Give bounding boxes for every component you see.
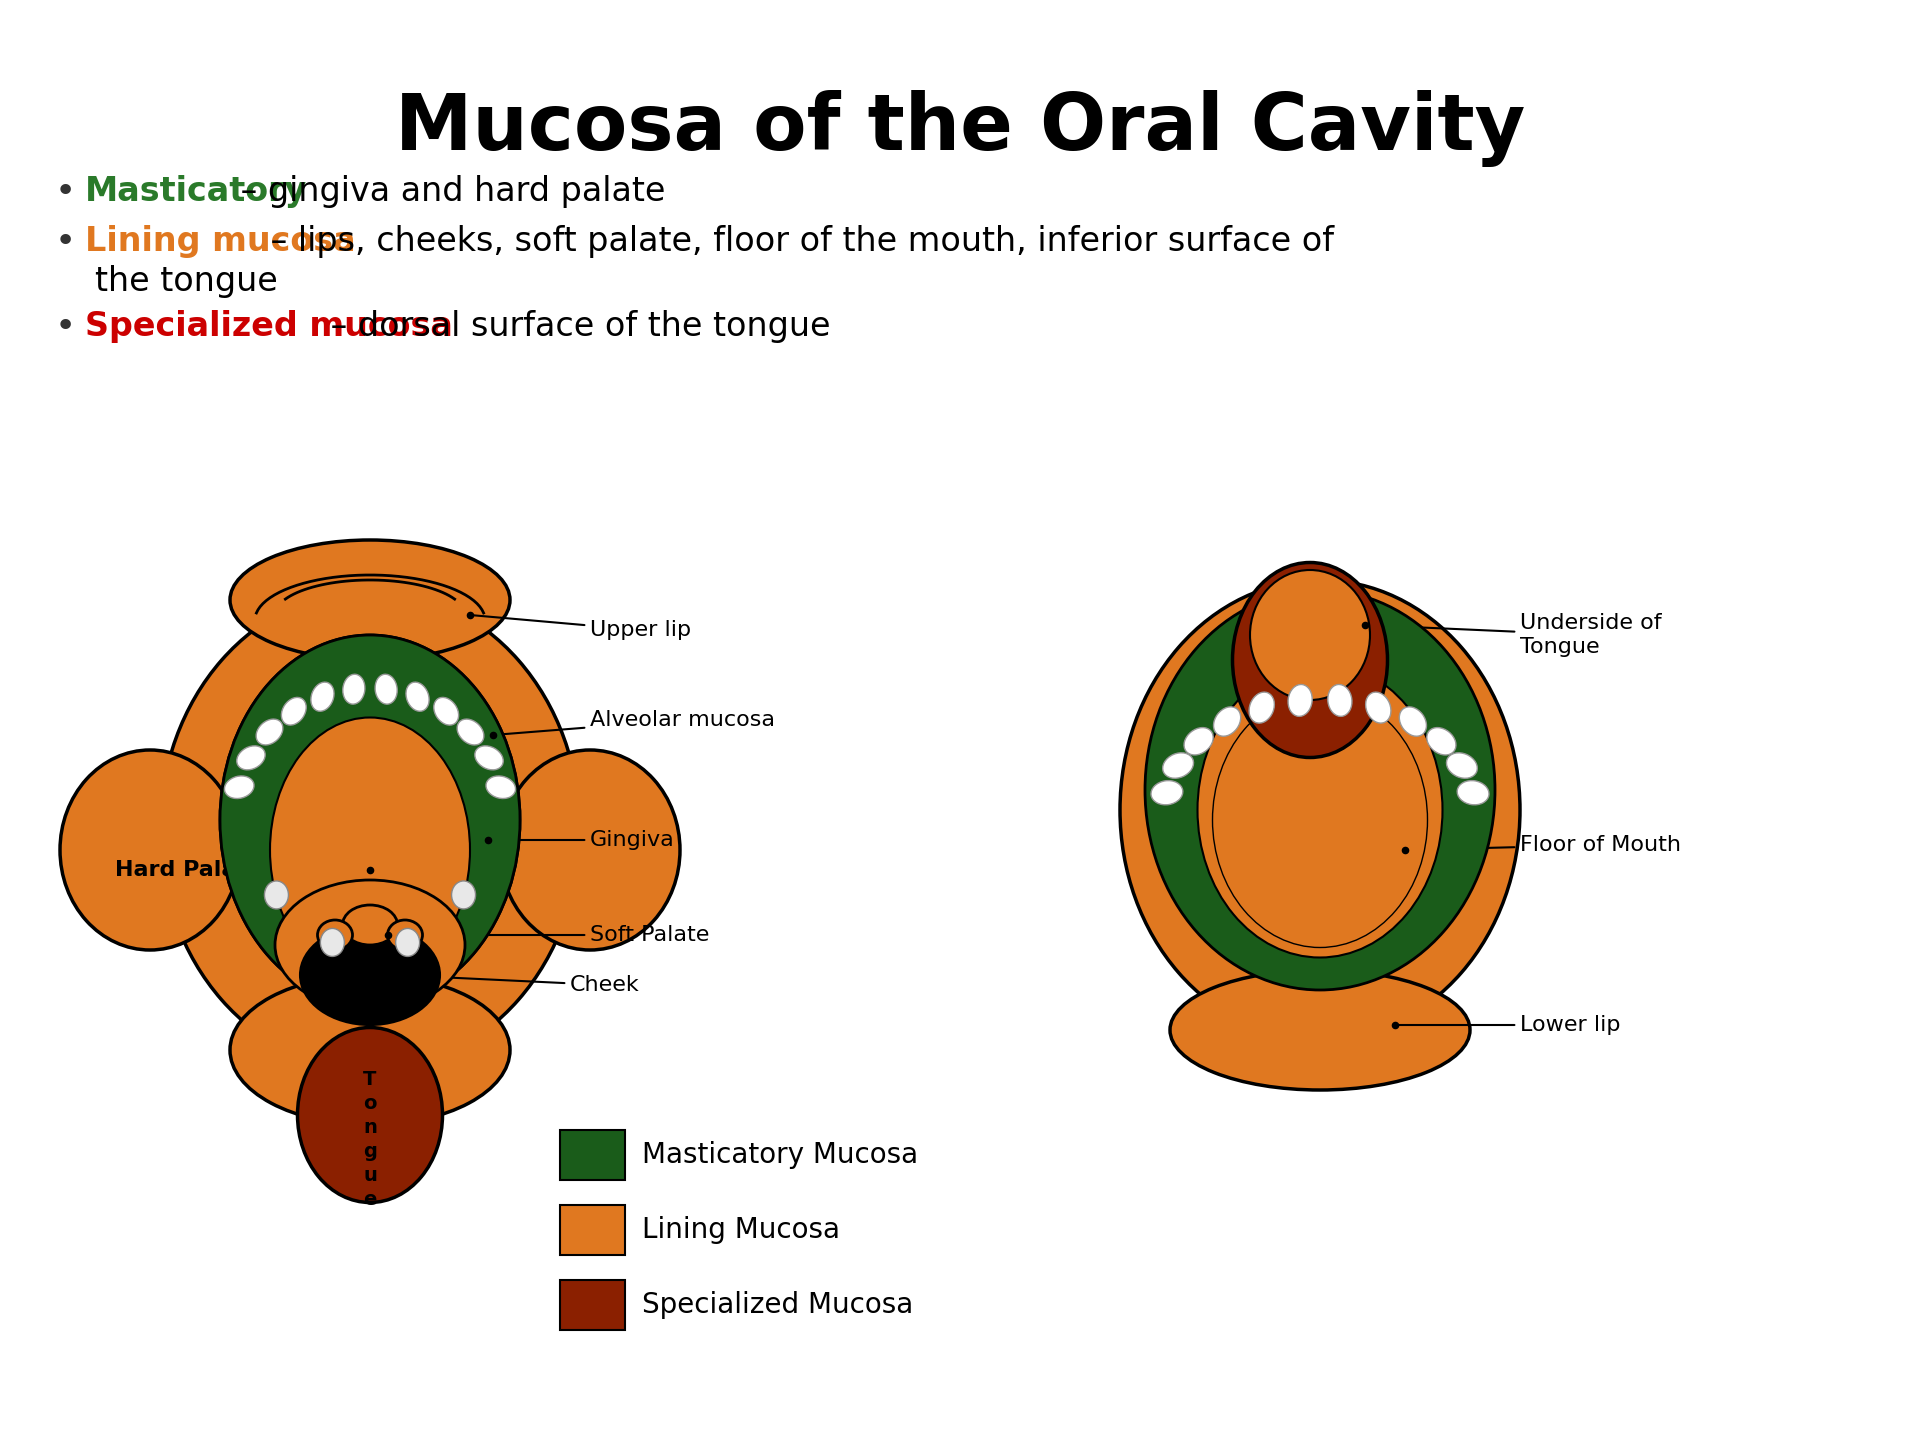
Text: •: • (56, 225, 77, 259)
Ellipse shape (388, 920, 422, 950)
Ellipse shape (159, 590, 580, 1070)
Text: Lower lip: Lower lip (1398, 1015, 1620, 1035)
Ellipse shape (1213, 707, 1240, 736)
Ellipse shape (236, 746, 265, 770)
Ellipse shape (1329, 684, 1352, 716)
Text: Hard Palate: Hard Palate (115, 860, 367, 880)
Ellipse shape (499, 750, 680, 950)
FancyBboxPatch shape (561, 1130, 626, 1179)
Point (355, 858, 386, 881)
Ellipse shape (344, 674, 365, 704)
Text: – lips, cheeks, soft palate, floor of the mouth, inferior surface of: – lips, cheeks, soft palate, floor of th… (259, 225, 1334, 258)
Ellipse shape (273, 720, 467, 981)
Ellipse shape (275, 880, 465, 1009)
Ellipse shape (1457, 780, 1490, 805)
Text: T: T (363, 1070, 376, 1089)
Ellipse shape (1150, 780, 1183, 805)
Ellipse shape (374, 674, 397, 704)
Text: Masticatory Mucosa: Masticatory Mucosa (641, 1140, 918, 1169)
Ellipse shape (1400, 707, 1427, 736)
Text: e: e (363, 1189, 376, 1210)
Text: Floor of Mouth: Floor of Mouth (1407, 835, 1682, 855)
Ellipse shape (230, 975, 511, 1125)
Text: •: • (56, 310, 77, 344)
Ellipse shape (1119, 580, 1521, 1040)
Text: •: • (56, 176, 77, 209)
Ellipse shape (271, 717, 470, 982)
Text: – gingiva and hard palate: – gingiva and hard palate (230, 176, 666, 207)
Text: Gingiva: Gingiva (492, 829, 674, 850)
Ellipse shape (221, 635, 520, 1005)
Text: the tongue: the tongue (94, 265, 278, 298)
Ellipse shape (265, 881, 288, 909)
Text: o: o (363, 1094, 376, 1113)
FancyBboxPatch shape (561, 1280, 626, 1331)
Text: Cheek: Cheek (397, 975, 639, 995)
Ellipse shape (1144, 590, 1496, 991)
Ellipse shape (1250, 570, 1371, 700)
Text: Mucosa of the Oral Cavity: Mucosa of the Oral Cavity (396, 91, 1524, 167)
Point (478, 723, 509, 746)
Ellipse shape (298, 1028, 442, 1202)
Text: Upper lip: Upper lip (472, 615, 691, 639)
Text: n: n (363, 1117, 376, 1138)
Ellipse shape (396, 929, 420, 956)
Ellipse shape (317, 920, 353, 950)
Ellipse shape (1427, 727, 1455, 755)
Text: Underside of
Tongue: Underside of Tongue (1367, 613, 1661, 657)
Ellipse shape (486, 776, 516, 799)
Point (472, 828, 503, 851)
Text: – dorsal surface of the tongue: – dorsal surface of the tongue (321, 310, 831, 343)
Point (1390, 838, 1421, 861)
Text: g: g (363, 1142, 376, 1161)
Ellipse shape (1185, 727, 1213, 755)
Text: Lining mucosa: Lining mucosa (84, 225, 355, 258)
Ellipse shape (221, 635, 520, 1005)
Ellipse shape (255, 719, 282, 744)
Ellipse shape (1446, 753, 1476, 778)
Ellipse shape (405, 683, 428, 711)
Ellipse shape (1198, 662, 1442, 958)
Text: u: u (363, 1166, 376, 1185)
Ellipse shape (321, 929, 344, 956)
Text: Lining Mucosa: Lining Mucosa (641, 1215, 841, 1244)
Ellipse shape (300, 924, 440, 1025)
Point (1350, 613, 1380, 636)
Ellipse shape (1213, 693, 1427, 948)
Ellipse shape (1250, 693, 1275, 723)
Ellipse shape (434, 697, 459, 726)
Ellipse shape (282, 697, 305, 726)
Point (372, 923, 403, 946)
Ellipse shape (457, 719, 484, 744)
Ellipse shape (451, 881, 476, 909)
Ellipse shape (474, 746, 503, 770)
Ellipse shape (225, 776, 253, 799)
Ellipse shape (311, 683, 334, 711)
Text: Specialized Mucosa: Specialized Mucosa (641, 1292, 914, 1319)
Ellipse shape (1288, 684, 1311, 716)
Text: Alveolar mucosa: Alveolar mucosa (495, 710, 776, 734)
Ellipse shape (1164, 753, 1194, 778)
Ellipse shape (342, 904, 397, 945)
Ellipse shape (1233, 563, 1388, 757)
Point (1380, 1014, 1411, 1037)
Point (380, 963, 411, 986)
Text: Soft Palate: Soft Palate (392, 924, 708, 945)
FancyBboxPatch shape (561, 1205, 626, 1256)
Ellipse shape (230, 540, 511, 660)
Ellipse shape (60, 750, 240, 950)
Text: Masticatory: Masticatory (84, 176, 307, 207)
Ellipse shape (1169, 971, 1471, 1090)
Text: Specialized mucosa: Specialized mucosa (84, 310, 453, 343)
Ellipse shape (1365, 693, 1390, 723)
Point (455, 603, 486, 626)
